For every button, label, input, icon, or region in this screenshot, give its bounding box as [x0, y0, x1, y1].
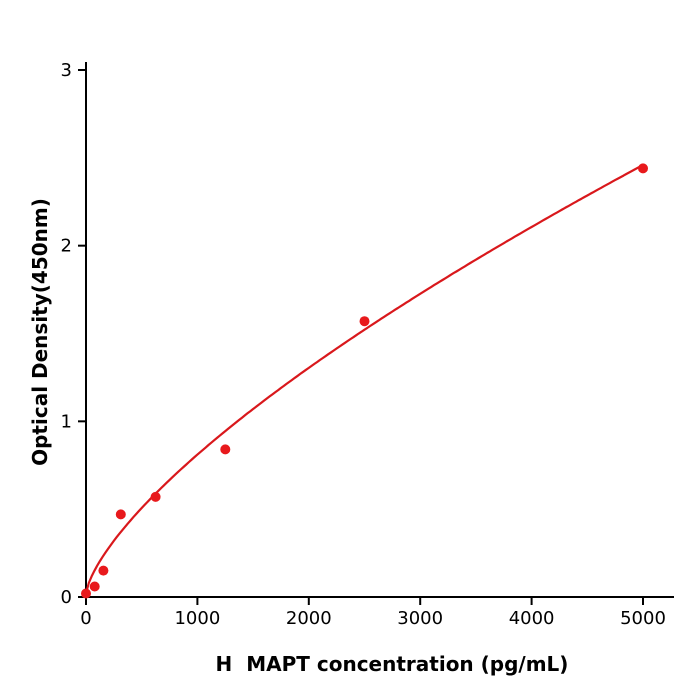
- x-axis-title: H MAPT concentration (pg/mL): [215, 652, 569, 676]
- x-tick-label: 4000: [509, 608, 555, 629]
- y-tick-label: 3: [61, 60, 72, 81]
- data-point: [81, 588, 91, 599]
- y-tick-label: 0: [61, 587, 72, 608]
- y-tick-label: 2: [61, 236, 72, 257]
- data-point: [220, 444, 231, 455]
- data-point: [89, 581, 100, 592]
- data-point: [150, 491, 161, 502]
- y-tick-label: 1: [61, 411, 72, 432]
- x-tick-label: 2000: [286, 608, 332, 629]
- x-tick-label: 3000: [397, 608, 443, 629]
- x-tick-label: 5000: [620, 608, 666, 629]
- data-point: [115, 509, 126, 520]
- y-axis-title: Optical Density(450nm): [28, 198, 52, 466]
- data-point: [359, 316, 370, 327]
- data-point: [638, 163, 648, 174]
- x-tick-label: 1000: [174, 608, 220, 629]
- data-point: [98, 565, 109, 576]
- fit-curve: [84, 163, 645, 595]
- x-tick-label: 0: [80, 608, 91, 629]
